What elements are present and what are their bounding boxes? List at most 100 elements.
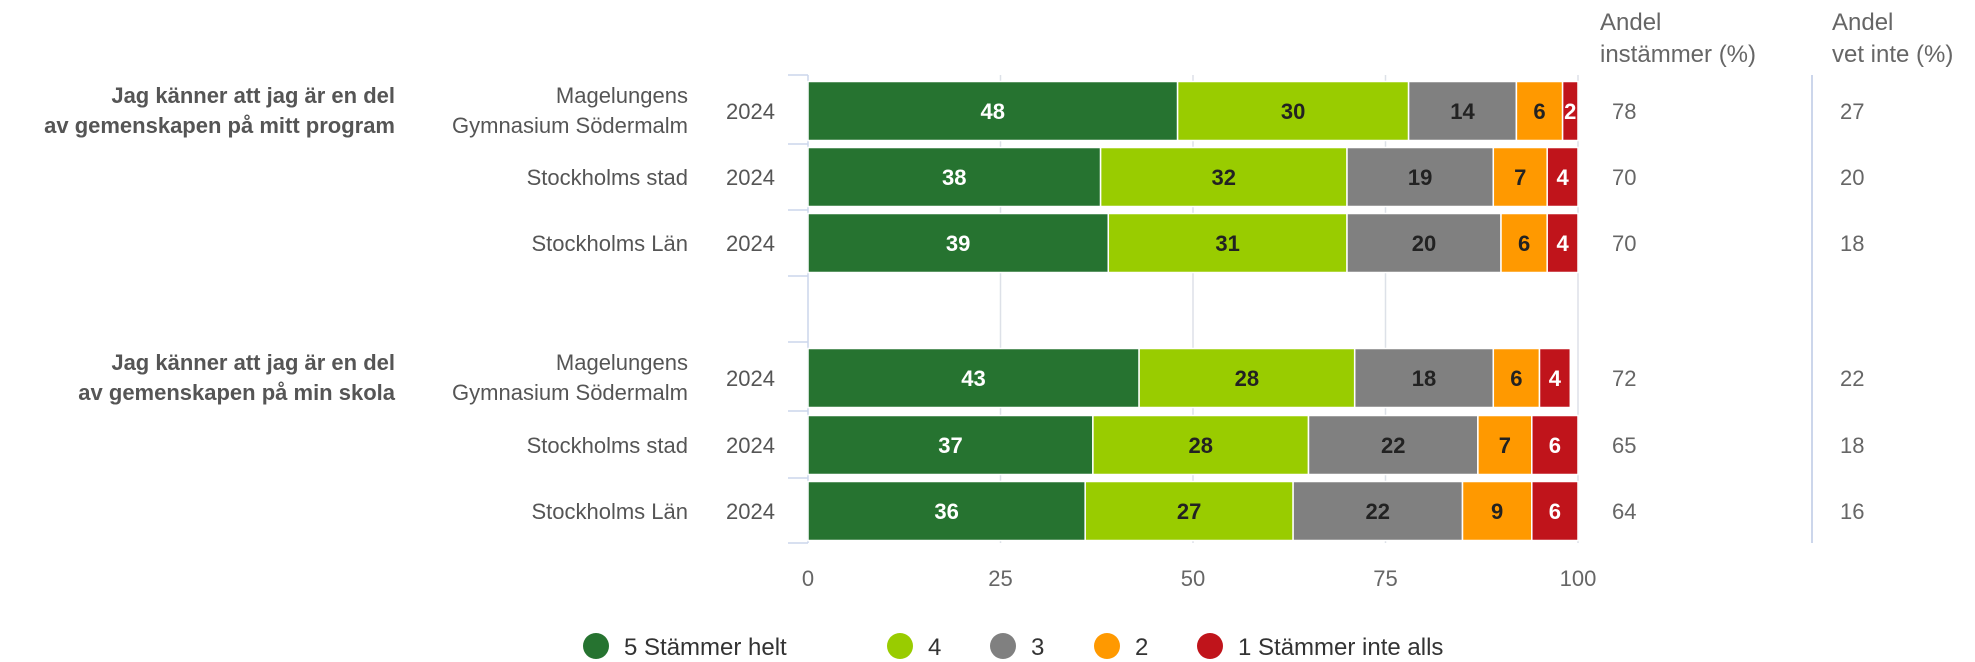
row-label: Magelungens [556,83,688,108]
bar-segment [1307,414,1479,476]
dont-know-value: 22 [1840,366,1864,391]
bar-value-label: 4 [1549,366,1562,391]
bar-value-label: 18 [1412,366,1436,391]
bar-segment [807,480,1086,542]
bar-segment [1546,212,1579,274]
bar-value-label: 20 [1412,231,1436,256]
bar-value-label: 43 [961,366,985,391]
agree-value: 78 [1612,99,1636,124]
agree-value: 70 [1612,165,1636,190]
bar-segment [1531,414,1579,476]
bar-segment [807,414,1094,476]
bar-segment [807,212,1110,274]
bar-segment [1353,347,1495,409]
year-label: 2024 [726,366,775,391]
bar-value-label: 48 [981,99,1005,124]
bar-value-label: 37 [938,433,962,458]
bar-segment [1346,212,1502,274]
bar-value-label: 22 [1366,499,1390,524]
agree-value: 70 [1612,231,1636,256]
question-label: Jag känner att jag är en del [111,83,395,108]
side-columns: 78 27 70 20 70 18 72 22 65 18 64 16 Andel instämmer (… [1600,9,1953,543]
bar-value-label: 27 [1177,499,1201,524]
bar-segment [1500,212,1548,274]
question-label: av gemenskapen på mitt program [44,113,395,138]
bar-segment [1561,80,1579,142]
agree-value: 72 [1612,366,1636,391]
year-label: 2024 [726,433,775,458]
bar-segment [1461,480,1533,542]
bar-value-label: 6 [1533,99,1545,124]
legend-swatch [887,633,913,659]
row-label: Magelungens [556,350,688,375]
bar-value-label: 7 [1514,165,1526,190]
bar-value-label: 9 [1491,499,1503,524]
legend-swatch [990,633,1016,659]
legend-label: 5 Stämmer helt [624,634,787,661]
bar-value-label: 28 [1188,433,1212,458]
legend-swatch [1197,633,1223,659]
bar-value-label: 38 [942,165,966,190]
labels-layer: Jag känner att jag är en del av gemenskap… [44,83,775,524]
agree-value: 65 [1612,433,1636,458]
side-column-header: Andel [1600,9,1661,36]
bar-segment [1492,146,1548,208]
x-tick-label-50: 50 [1181,566,1205,591]
row-label: Stockholms stad [527,165,688,190]
agree-value: 64 [1612,499,1636,524]
x-tick-label-25: 25 [988,566,1012,591]
dont-know-value: 18 [1840,231,1864,256]
x-tick-label-100: 100 [1560,566,1597,591]
bar-value-label: 2 [1564,99,1576,124]
x-tick-label-0: 0 [802,566,814,591]
bar-value-label: 19 [1408,165,1432,190]
question-label: av gemenskapen på min skola [78,380,395,405]
bar-segment [1492,347,1541,409]
year-label: 2024 [726,165,775,190]
bar-segment [1176,80,1410,142]
legend-swatch [583,633,609,659]
bar-segment [807,146,1102,208]
legend: 5 Stämmer helt 4 3 2 1 Stämmer inte alls [583,633,1443,661]
bar-value-label: 7 [1499,433,1511,458]
bar-value-label: 6 [1518,231,1530,256]
row-label: Gymnasium Södermalm [452,113,688,138]
row-label: Gymnasium Södermalm [452,380,688,405]
bar-value-label: 39 [946,231,970,256]
dont-know-value: 20 [1840,165,1864,190]
bar-value-label: 6 [1510,366,1522,391]
bar-value-label: 4 [1556,231,1569,256]
side-column-header: instämmer (%) [1600,41,1756,68]
dont-know-value: 18 [1840,433,1864,458]
bar-value-label: 36 [934,499,958,524]
year-label: 2024 [726,99,775,124]
bar-value-label: 6 [1549,499,1561,524]
question-label: Jag känner att jag är en del [111,350,395,375]
legend-label: 2 [1135,634,1148,661]
year-label: 2024 [726,231,775,256]
side-column-header: vet inte (%) [1832,41,1953,68]
x-tick-label-75: 75 [1373,566,1397,591]
bar-value-label: 32 [1212,165,1236,190]
legend-label: 3 [1031,634,1044,661]
bar-value-label: 6 [1549,433,1561,458]
bars-layer: 48 30 14 6 238 32 19 7 439 31 20 6 443 28 18 6 437 28 22 7 6… [807,80,1579,542]
side-column-header: Andel [1832,9,1893,36]
bar-segment [807,347,1140,409]
dont-know-value: 16 [1840,499,1864,524]
bar-segment [807,80,1179,142]
bar-segment [1346,146,1495,208]
row-label: Stockholms stad [527,433,688,458]
year-label: 2024 [726,499,775,524]
row-label: Stockholms Län [531,499,688,524]
bar-segment [1477,414,1533,476]
bar-value-label: 30 [1281,99,1305,124]
dont-know-value: 27 [1840,99,1864,124]
legend-label: 4 [928,634,941,661]
bar-segment [1546,146,1579,208]
bar-value-label: 22 [1381,433,1405,458]
row-label: Stockholms Län [531,231,688,256]
legend-swatch [1094,633,1120,659]
bar-segment [1138,347,1356,409]
bar-segment [1092,414,1310,476]
